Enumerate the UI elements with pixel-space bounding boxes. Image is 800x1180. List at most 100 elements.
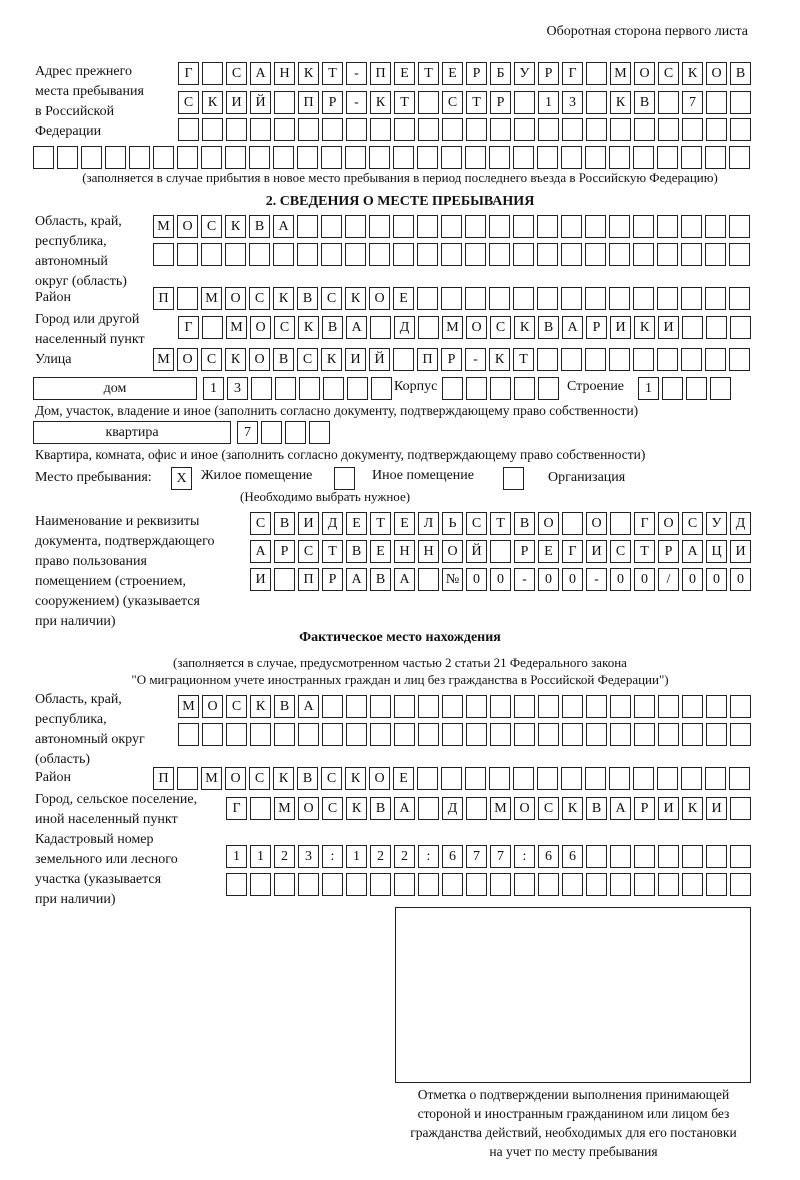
char-cell[interactable] — [251, 377, 272, 400]
char-cell[interactable]: Е — [370, 540, 391, 563]
char-cell[interactable] — [177, 287, 198, 310]
char-cell[interactable]: П — [298, 91, 319, 114]
char-cell[interactable]: И — [250, 568, 271, 591]
char-cell[interactable] — [346, 873, 367, 896]
char-cell[interactable]: 0 — [490, 568, 511, 591]
char-cell[interactable] — [513, 146, 534, 169]
char-cell[interactable] — [634, 845, 655, 868]
char-cell[interactable] — [538, 695, 559, 718]
char-cell[interactable] — [418, 797, 439, 820]
char-cell[interactable] — [490, 723, 511, 746]
char-cell[interactable] — [274, 873, 295, 896]
char-cell[interactable]: 2 — [370, 845, 391, 868]
char-cell[interactable] — [562, 695, 583, 718]
char-cell[interactable]: О — [586, 512, 607, 535]
char-cell[interactable]: Р — [586, 316, 607, 339]
char-cell[interactable]: О — [249, 348, 270, 371]
char-cell[interactable]: 1 — [538, 91, 559, 114]
char-cell[interactable]: : — [418, 845, 439, 868]
char-cell[interactable] — [585, 243, 606, 266]
char-cell[interactable] — [729, 243, 750, 266]
char-cell[interactable]: 2 — [394, 845, 415, 868]
char-cell[interactable] — [298, 873, 319, 896]
char-cell[interactable]: - — [346, 91, 367, 114]
char-cell[interactable]: С — [538, 797, 559, 820]
char-cell[interactable]: 6 — [442, 845, 463, 868]
char-cell[interactable] — [657, 243, 678, 266]
char-cell[interactable] — [681, 243, 702, 266]
char-cell[interactable] — [730, 695, 751, 718]
char-cell[interactable] — [345, 243, 366, 266]
char-cell[interactable]: Т — [466, 91, 487, 114]
char-cell[interactable] — [226, 118, 247, 141]
char-cell[interactable] — [297, 215, 318, 238]
char-cell[interactable]: А — [250, 62, 271, 85]
char-cell[interactable]: В — [346, 540, 367, 563]
char-cell[interactable] — [729, 215, 750, 238]
char-cell[interactable] — [561, 348, 582, 371]
char-cell[interactable] — [322, 118, 343, 141]
char-cell[interactable]: Й — [466, 540, 487, 563]
char-cell[interactable]: П — [370, 62, 391, 85]
char-cell[interactable]: У — [706, 512, 727, 535]
char-cell[interactable]: И — [586, 540, 607, 563]
char-cell[interactable]: № — [442, 568, 463, 591]
char-cell[interactable] — [394, 695, 415, 718]
char-cell[interactable]: М — [201, 767, 222, 790]
char-cell[interactable]: Р — [274, 540, 295, 563]
char-cell[interactable] — [153, 243, 174, 266]
char-cell[interactable] — [466, 723, 487, 746]
char-cell[interactable]: К — [321, 348, 342, 371]
char-cell[interactable] — [609, 243, 630, 266]
char-cell[interactable] — [609, 287, 630, 310]
char-cell[interactable] — [466, 377, 487, 400]
char-cell[interactable] — [369, 243, 390, 266]
char-cell[interactable] — [418, 723, 439, 746]
char-cell[interactable] — [153, 146, 174, 169]
char-cell[interactable]: О — [250, 316, 271, 339]
char-cell[interactable] — [442, 118, 463, 141]
char-cell[interactable]: М — [490, 797, 511, 820]
char-cell[interactable]: С — [466, 512, 487, 535]
char-cell[interactable] — [633, 215, 654, 238]
char-cell[interactable]: : — [514, 845, 535, 868]
char-cell[interactable]: - — [465, 348, 486, 371]
char-cell[interactable] — [537, 146, 558, 169]
char-cell[interactable]: 6 — [538, 845, 559, 868]
char-cell[interactable]: О — [369, 767, 390, 790]
char-cell[interactable]: 0 — [706, 568, 727, 591]
char-cell[interactable] — [177, 146, 198, 169]
char-cell[interactable]: Т — [322, 62, 343, 85]
char-cell[interactable]: К — [225, 348, 246, 371]
char-cell[interactable] — [706, 91, 727, 114]
char-cell[interactable] — [273, 146, 294, 169]
char-cell[interactable] — [562, 118, 583, 141]
char-cell[interactable] — [658, 91, 679, 114]
char-cell[interactable] — [274, 91, 295, 114]
char-cell[interactable]: В — [297, 287, 318, 310]
char-cell[interactable] — [633, 287, 654, 310]
char-cell[interactable] — [321, 243, 342, 266]
char-cell[interactable]: О — [177, 348, 198, 371]
char-cell[interactable] — [489, 243, 510, 266]
char-cell[interactable] — [250, 797, 271, 820]
char-cell[interactable]: С — [250, 512, 271, 535]
char-cell[interactable] — [633, 348, 654, 371]
char-cell[interactable] — [322, 695, 343, 718]
char-cell[interactable] — [634, 873, 655, 896]
char-cell[interactable] — [490, 873, 511, 896]
char-cell[interactable]: А — [298, 695, 319, 718]
char-cell[interactable] — [465, 287, 486, 310]
char-cell[interactable] — [538, 118, 559, 141]
char-cell[interactable] — [466, 873, 487, 896]
char-cell[interactable] — [489, 146, 510, 169]
char-cell[interactable] — [417, 243, 438, 266]
char-cell[interactable] — [321, 215, 342, 238]
char-cell[interactable]: 0 — [538, 568, 559, 591]
char-cell[interactable] — [729, 767, 750, 790]
char-cell[interactable] — [706, 723, 727, 746]
char-cell[interactable] — [729, 287, 750, 310]
char-cell[interactable]: А — [273, 215, 294, 238]
char-cell[interactable]: 3 — [562, 91, 583, 114]
char-cell[interactable]: А — [394, 568, 415, 591]
